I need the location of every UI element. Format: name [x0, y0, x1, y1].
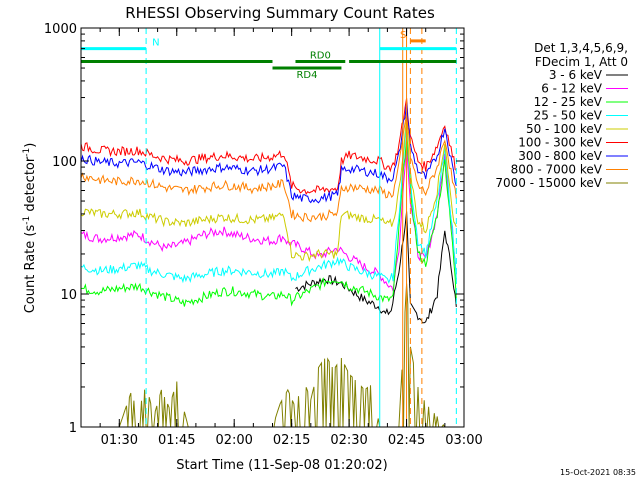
y-tick-label-1: 10 [60, 288, 77, 303]
series-layer [80, 98, 457, 428]
x-tick-label-4: 02:30 [330, 433, 367, 448]
series-line-3-seg-0 [80, 126, 457, 284]
chart-title: RHESSI Observing Summary Count Rates [125, 4, 435, 22]
legend-label-8: 7000 - 15000 keV [495, 176, 602, 190]
x-tick-label-2: 02:00 [215, 433, 252, 448]
series-line-7-seg-0 [80, 114, 457, 223]
y-axis-label: Count Rate (s-1 detector-1) [22, 143, 38, 314]
legend-label-3: 25 - 50 keV [534, 109, 603, 123]
y-axis-label-end: ) [23, 143, 38, 148]
y-tick-label-2: 100 [52, 155, 77, 170]
legend: Det 1,3,4,5,6,9, FDecim 1, Att 0 3 - 6 k… [495, 41, 628, 190]
legend-label-0: 3 - 6 keV [549, 68, 603, 82]
legend-label-1: 6 - 12 keV [541, 82, 603, 96]
annotation-label-3: RD0 [310, 50, 331, 61]
date-stamp: 15-Oct-2021 08:35 [560, 468, 636, 477]
y-axis-label-sup2: -1 [22, 148, 32, 157]
y-axis-label-main: Count Rate (s [23, 225, 38, 314]
y-axis-label-mid: detector [23, 156, 38, 216]
legend-label-2: 12 - 25 keV [534, 95, 603, 109]
x-tick-label-3: 02:15 [273, 433, 310, 448]
y-tick-label-0: 1 [69, 421, 77, 436]
x-tick-label-5: 02:45 [388, 433, 425, 448]
axis-layer: 01:30 01:45 02:00 02:15 02:30 02:45 03:00 1 10 10… [44, 22, 483, 448]
x-tick-label-1: 01:45 [158, 433, 195, 448]
annotation-label-4: RD4 [296, 70, 317, 81]
legend-label-5: 100 - 300 keV [518, 136, 602, 150]
legend-header-line-2: FDecim 1, Att 0 [535, 55, 628, 69]
annotation-label-2: S [400, 30, 406, 41]
annotation-layer: N S RD0 RD4 [81, 28, 457, 427]
series-line-2-seg-0 [80, 137, 457, 307]
annotation-label-0: N [152, 38, 159, 49]
series-line-4-seg-0 [80, 117, 457, 263]
series-line-5-seg-0 [80, 98, 457, 195]
y-tick-label-3: 1000 [44, 22, 77, 37]
legend-label-6: 300 - 800 keV [518, 149, 602, 163]
x-tick-label-0: 01:30 [101, 433, 138, 448]
legend-label-4: 50 - 100 keV [526, 122, 603, 136]
legend-header-line-1: Det 1,3,4,5,6,9, [534, 41, 628, 55]
x-axis-label: Start Time (11-Sep-08 01:20:02) [176, 458, 387, 473]
x-tick-label-6: 03:00 [445, 433, 482, 448]
y-axis-label-sup1: -1 [22, 216, 32, 225]
legend-label-7: 800 - 7000 keV [511, 163, 603, 177]
series-line-6-seg-0 [80, 102, 457, 204]
